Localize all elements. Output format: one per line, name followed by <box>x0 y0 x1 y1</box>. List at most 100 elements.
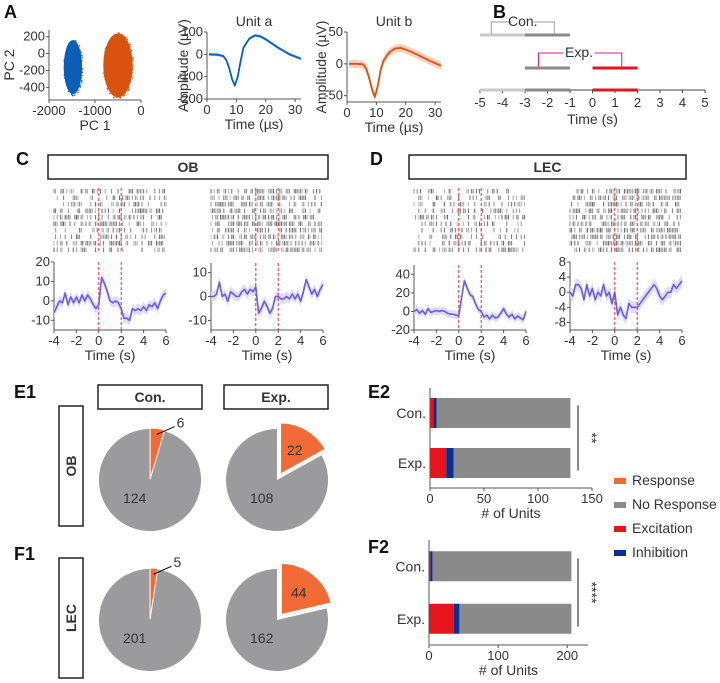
scatter-point <box>104 73 106 76</box>
category-label: Exp. <box>397 611 425 627</box>
scatter-point <box>79 83 81 86</box>
scatter-point <box>118 32 120 34</box>
scatter-point <box>113 97 115 99</box>
panel-label-c: C <box>16 149 29 169</box>
x-tick-label: 0 <box>426 491 433 506</box>
pie-response-label: 6 <box>177 415 185 431</box>
y-tick-label: -8 <box>554 314 566 329</box>
x-tick-label: 4 <box>656 333 663 348</box>
legend-label: No Response <box>632 496 717 512</box>
scatter-point <box>63 68 66 70</box>
scatter-point <box>79 51 81 53</box>
scatter-cluster-unit-a <box>63 39 84 97</box>
scatter-point <box>64 75 66 77</box>
scatter-point <box>105 72 107 75</box>
x-tick-label: 2 <box>478 333 485 348</box>
scatter-point <box>129 45 131 48</box>
scatter-point <box>69 42 71 44</box>
scatter-point <box>69 90 71 92</box>
scatter-point <box>64 62 66 64</box>
x-tick-label: 50 <box>477 491 491 506</box>
scatter-point <box>118 96 120 98</box>
psth-line <box>211 278 324 315</box>
scatter-point <box>67 43 70 45</box>
y-tick-label: -10 <box>31 312 50 327</box>
x-tick-label: 4 <box>500 333 507 348</box>
y-tick-label: 200 <box>23 29 45 44</box>
raster-plot <box>210 188 322 253</box>
scatter-point <box>68 44 71 46</box>
scatter-point <box>118 95 120 97</box>
scatter-point <box>129 43 131 45</box>
scatter-point <box>110 91 113 93</box>
scatter-point <box>81 70 83 73</box>
x-tick-label: 0 <box>589 95 596 110</box>
x-tick-label: -2 <box>228 333 240 348</box>
psth-error-band <box>211 274 323 319</box>
x-tick-label: -4 <box>408 333 420 348</box>
scatter-point <box>78 89 80 91</box>
panel-label-f1: F1 <box>14 544 35 564</box>
x-axis-label: # of Units <box>481 505 540 521</box>
x-tick-label: 20 <box>399 105 413 120</box>
x-tick-label: 0 <box>425 648 432 663</box>
scatter-point <box>106 87 108 90</box>
pie-slice-response <box>149 567 159 620</box>
scatter-point <box>128 43 131 45</box>
legend-label: Inhibition <box>632 544 688 560</box>
scatter-point <box>123 94 126 96</box>
x-tick-label: 3 <box>656 95 663 110</box>
scatter-point <box>79 85 81 87</box>
x-axis-label: # of Units <box>479 662 538 678</box>
scatter-point <box>67 87 69 89</box>
header-ob-box <box>47 154 329 180</box>
psth-line <box>413 279 527 321</box>
scatter-point <box>69 42 71 44</box>
scatter-point <box>71 92 73 95</box>
panel-label-e1: E1 <box>14 382 36 402</box>
y-tick-label: 50 <box>329 24 343 39</box>
scatter-point <box>111 36 114 38</box>
x-tick-label: -3 <box>519 95 531 110</box>
scatter-point <box>123 36 125 38</box>
y-tick-label: 0 <box>38 46 45 61</box>
x-tick-label: 100 <box>527 491 549 506</box>
scatter-point <box>71 95 74 97</box>
scatter-point <box>64 59 66 61</box>
scatter-point <box>81 72 84 74</box>
scatter-point <box>104 47 107 49</box>
scatter-point <box>128 89 130 91</box>
scatter-point <box>64 57 66 59</box>
x-tick-label: 6 <box>678 333 685 348</box>
y-axis-label: PC 2 <box>1 49 17 80</box>
category-label: Exp. <box>398 455 426 471</box>
x-tick-label: -4 <box>48 333 60 348</box>
panel-label-b: B <box>493 2 506 22</box>
scatter-point <box>66 49 69 51</box>
scatter-point <box>106 82 108 84</box>
row-label-lec-text: LEC <box>63 604 79 632</box>
scatter-point <box>72 40 74 42</box>
scatter-point <box>132 60 134 62</box>
bar-excitation <box>429 603 454 634</box>
scatter-point <box>122 36 124 38</box>
y-tick-label: 8 <box>559 254 566 269</box>
scatter-point <box>104 67 106 69</box>
x-tick-label: 2 <box>634 333 641 348</box>
bar-no-response <box>436 398 571 428</box>
panel-label-e2: E2 <box>368 382 390 402</box>
con-label: Con. <box>508 13 538 29</box>
x-axis-label: Time (s) <box>567 111 618 127</box>
scatter-point <box>65 81 68 83</box>
scatter-point <box>119 97 122 99</box>
header-con-text: Con. <box>134 389 165 405</box>
scatter-point <box>132 57 134 59</box>
x-tick-label: -1000 <box>78 103 111 118</box>
x-axis-label: Time (µs) <box>225 116 284 132</box>
row-label-ob-text: OB <box>63 456 79 477</box>
scatter-point <box>64 70 66 72</box>
legend-swatch <box>614 478 626 484</box>
psth-line <box>569 280 683 320</box>
scatter-point <box>70 93 73 96</box>
